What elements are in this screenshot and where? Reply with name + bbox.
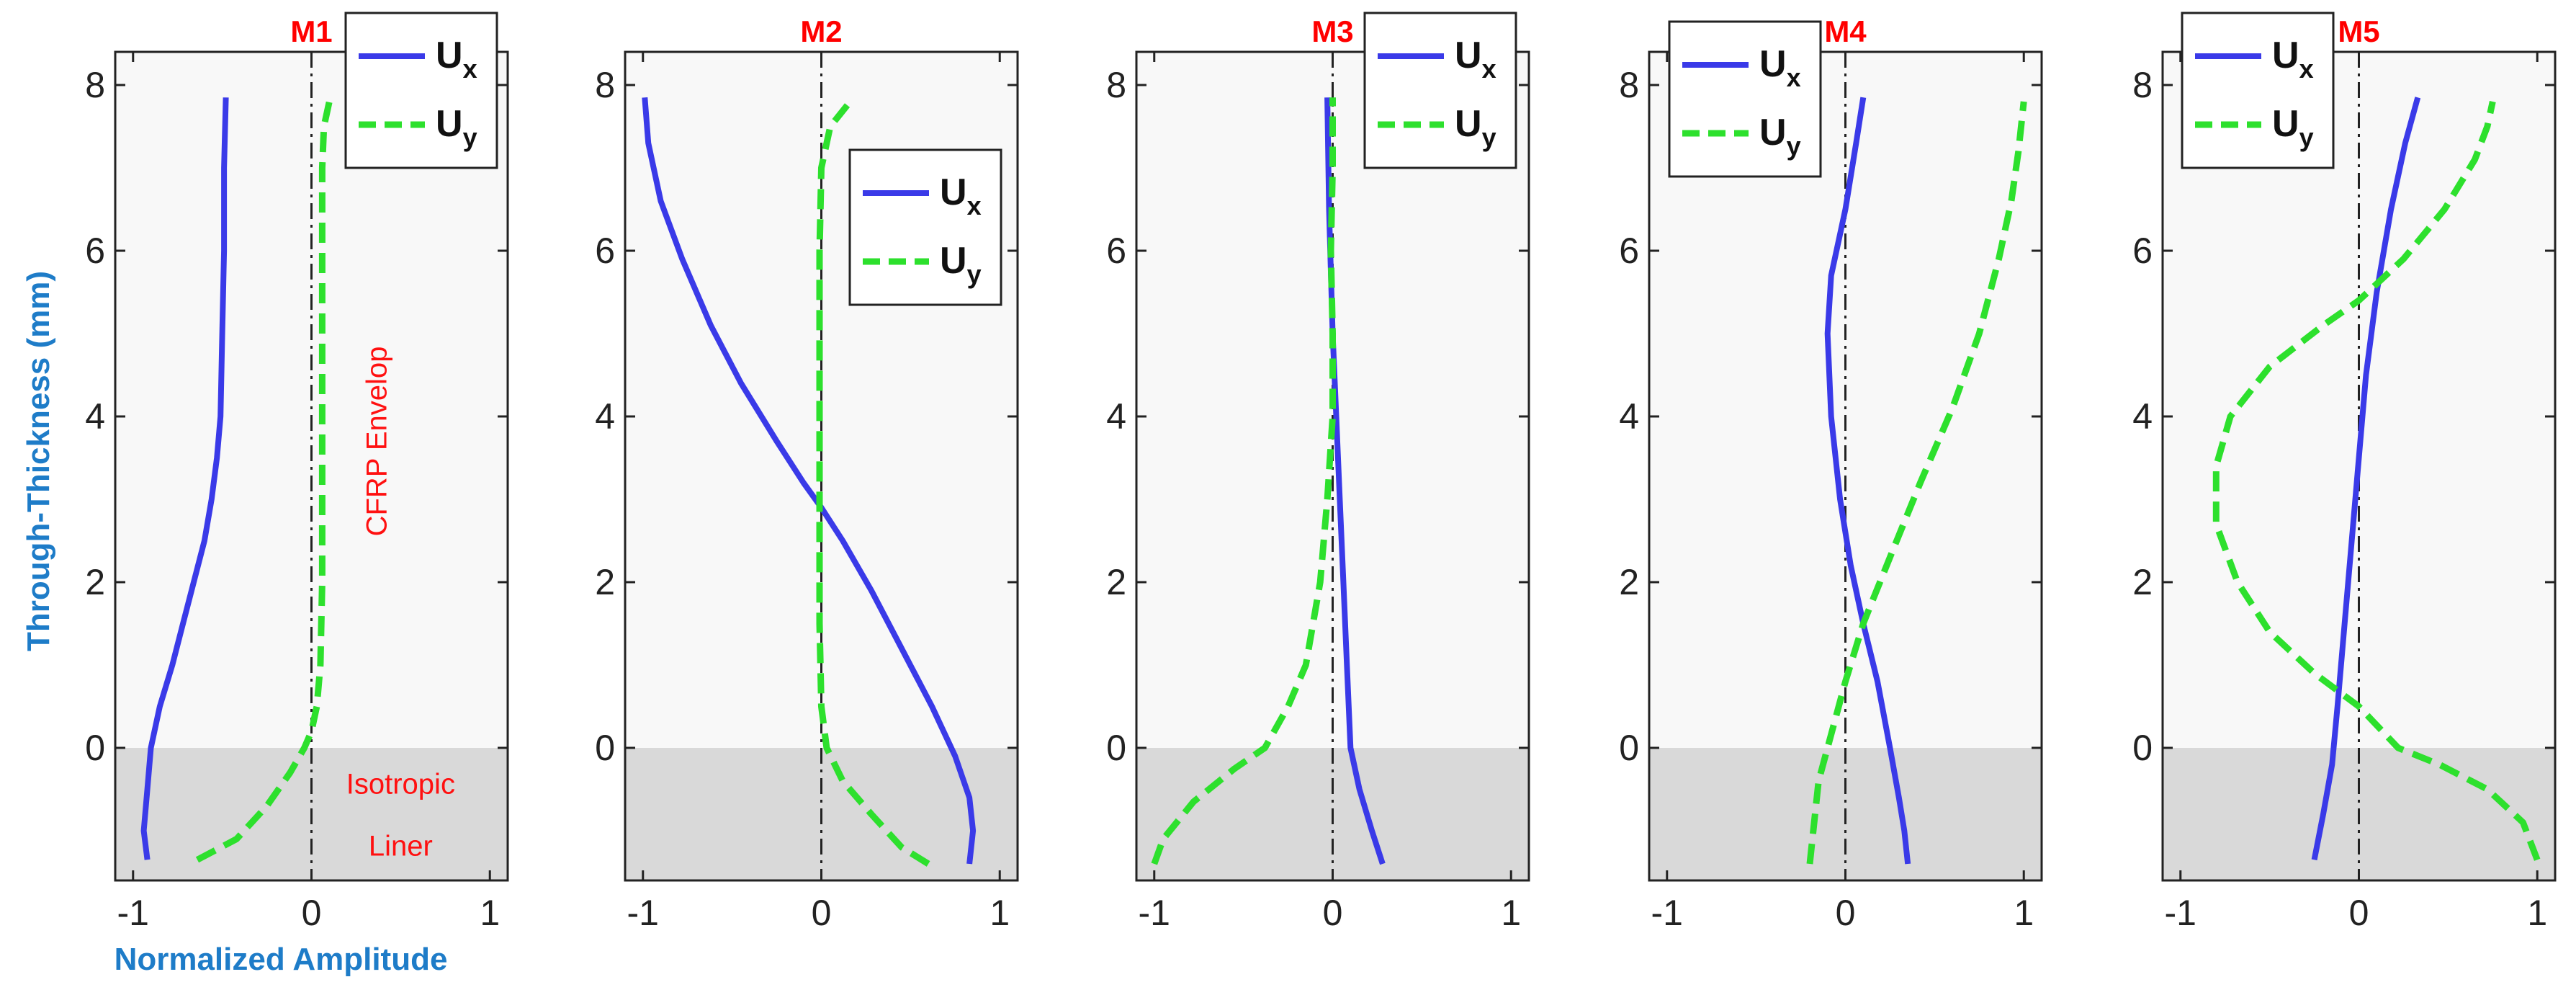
y-tick-label: 8	[85, 65, 105, 105]
legend-entry: Uy	[436, 103, 477, 152]
x-tick-label: -1	[1651, 893, 1683, 933]
panel-title: M1	[290, 14, 332, 48]
y-tick-label: 2	[595, 562, 615, 602]
y-tick-label: 8	[1106, 65, 1126, 105]
y-axis-label: Through-Thickness (mm)	[21, 271, 56, 651]
y-tick-label: 4	[2132, 396, 2153, 437]
y-tick-label: 6	[595, 231, 615, 271]
series-line-uy	[2212, 101, 2541, 861]
series-line-ux	[1824, 97, 1911, 865]
series-line-uy	[816, 95, 930, 867]
y-tick-label: 0	[1106, 728, 1126, 768]
x-tick-label: 0	[1323, 893, 1343, 933]
x-tick-label: 1	[989, 893, 1010, 933]
legend-box	[848, 148, 1002, 306]
y-tick-label: 6	[85, 231, 105, 271]
x-tick-label: -1	[627, 893, 659, 933]
x-tick-label: -1	[117, 893, 149, 933]
y-tick-label: 8	[2132, 65, 2153, 105]
y-tick-label: 2	[85, 562, 105, 602]
y-tick-label: 4	[595, 396, 615, 437]
series-line-uy	[195, 101, 333, 863]
region-label-liner: Liner	[369, 831, 433, 862]
x-tick-label: -1	[1139, 893, 1170, 933]
series-line-ux	[2311, 97, 2421, 861]
y-tick-label: 8	[595, 65, 615, 105]
y-tick-label: 2	[1619, 562, 1639, 602]
y-tick-label: 4	[1619, 396, 1639, 437]
y-tick-label: 0	[85, 728, 105, 768]
panel-title: M4	[1824, 14, 1867, 48]
series-line-ux	[1324, 97, 1386, 865]
panel-title: M2	[800, 14, 842, 48]
x-tick-label: 1	[2527, 893, 2547, 933]
panel-m1: 0 2 4 6 8 -1 0 1 M1 CFRP Envelop Isotropic Liner UxU…	[85, 12, 509, 933]
x-tick-label: 0	[302, 893, 322, 933]
y-tick-label: 4	[85, 396, 105, 437]
legend-box	[344, 12, 498, 169]
x-tick-label: 0	[812, 893, 832, 933]
legend-box	[2181, 12, 2335, 169]
y-tick-label: 8	[1619, 65, 1639, 105]
y-tick-label: 4	[1106, 396, 1126, 437]
series-line-ux	[140, 97, 229, 860]
y-tick-label: 6	[2132, 231, 2153, 271]
x-tick-label: -1	[2165, 893, 2196, 933]
y-tick-label: 2	[1106, 562, 1126, 602]
x-tick-label: 1	[480, 893, 500, 933]
panel-title: M3	[1311, 14, 1353, 48]
x-tick-label: 1	[2014, 893, 2034, 933]
y-tick-label: 0	[595, 728, 615, 768]
x-tick-label: 1	[1501, 893, 1521, 933]
region-label-cfrp: CFRP Envelop	[362, 347, 393, 537]
y-tick-label: 2	[2132, 562, 2153, 602]
legend-box	[1363, 12, 1517, 169]
x-axis-label: Normalized Amplitude	[115, 942, 448, 977]
y-tick-label: 0	[2132, 728, 2153, 768]
panel-title: M5	[2338, 14, 2379, 48]
y-tick-label: 6	[1106, 231, 1126, 271]
y-tick-label: 6	[1619, 231, 1639, 271]
x-tick-label: 0	[1836, 893, 1856, 933]
region-label-liner: Isotropic	[346, 768, 455, 800]
legend-entry: Ux	[1455, 35, 1496, 84]
x-tick-label: 0	[2349, 893, 2369, 933]
legend-box	[1668, 20, 1822, 178]
y-tick-label: 0	[1619, 728, 1639, 768]
